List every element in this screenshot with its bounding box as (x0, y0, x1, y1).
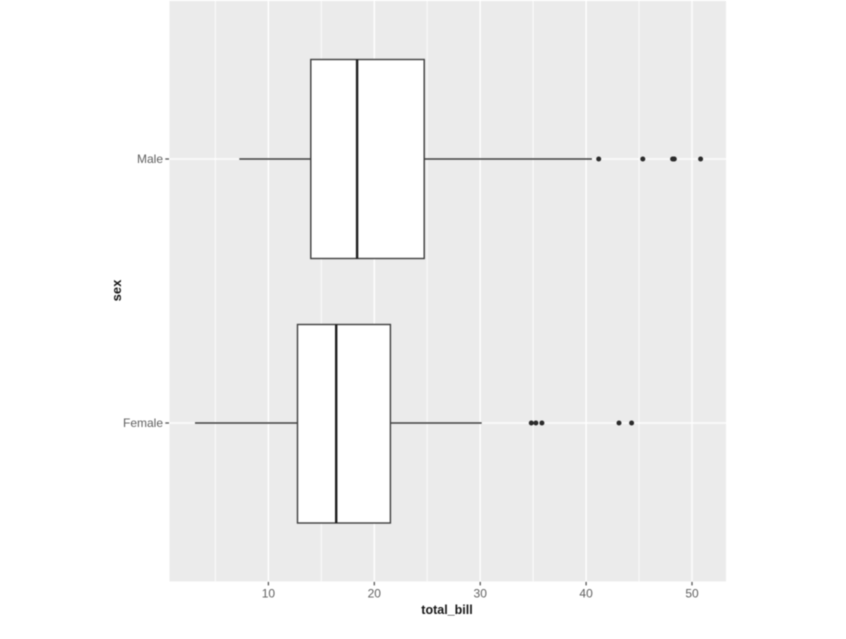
svg-text:20: 20 (368, 587, 382, 601)
svg-text:Female: Female (123, 416, 163, 430)
svg-text:50: 50 (685, 587, 699, 601)
svg-text:Male: Male (137, 152, 163, 166)
svg-text:total_bill: total_bill (421, 603, 472, 617)
svg-text:10: 10 (262, 587, 276, 601)
svg-text:40: 40 (579, 587, 593, 601)
svg-text:30: 30 (474, 587, 488, 601)
svg-text:sex: sex (109, 279, 124, 301)
